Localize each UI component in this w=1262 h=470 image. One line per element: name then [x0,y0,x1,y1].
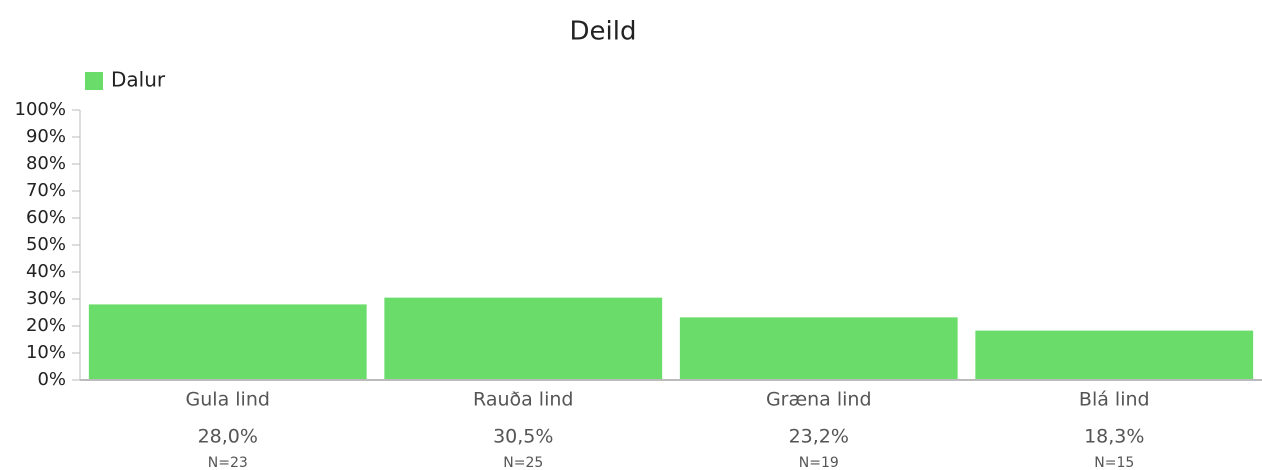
chart-title: Deild [570,17,637,47]
x-tick-label: Rauða lind [473,389,573,411]
y-tick-label: 80% [26,153,66,174]
x-tick-label: Blá lind [1079,389,1150,411]
bar [88,304,367,380]
y-tick-label: 100% [15,99,66,120]
value-label: 30,5% [493,426,553,448]
bar [975,330,1254,380]
legend-label: Dalur [111,68,166,92]
y-tick-label: 60% [26,207,66,228]
bar [384,297,663,380]
y-tick-label: 20% [26,315,66,336]
y-tick-label: 30% [26,288,66,309]
x-tick-label: Græna lind [766,389,872,411]
legend-swatch [85,72,103,90]
value-label: 23,2% [789,426,849,448]
y-tick-label: 90% [26,126,66,147]
n-label: N=25 [503,455,543,470]
value-label: 28,0% [198,426,258,448]
n-label: N=15 [1094,455,1134,470]
y-tick-label: 0% [37,369,66,390]
value-label: 18,3% [1084,426,1144,448]
n-label: N=19 [799,455,839,470]
bar [679,317,958,380]
y-tick-label: 50% [26,234,66,255]
y-tick-label: 10% [26,342,66,363]
y-tick-label: 70% [26,180,66,201]
y-tick-label: 40% [26,261,66,282]
x-tick-label: Gula lind [186,389,270,411]
n-label: N=23 [208,455,248,470]
